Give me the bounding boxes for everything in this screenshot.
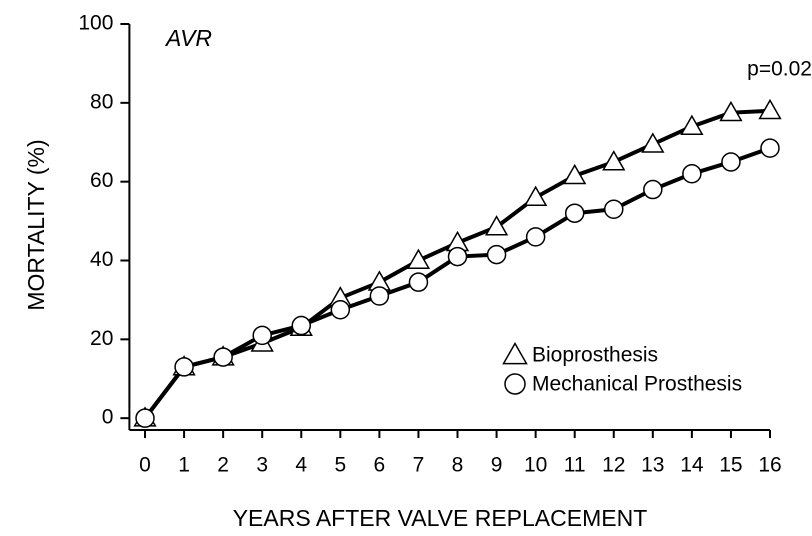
x-tick-label: 15 — [719, 454, 742, 477]
x-tick-label: 11 — [564, 454, 586, 477]
marker — [760, 138, 780, 158]
marker — [135, 408, 155, 428]
x-tick-label: 12 — [602, 454, 625, 477]
legend-label: Mechanical Prosthesis — [532, 373, 742, 396]
x-tick-label: 6 — [374, 454, 386, 477]
marker — [406, 248, 431, 270]
x-tick-label: 14 — [680, 454, 704, 477]
marker — [721, 152, 741, 172]
annotation: p=0.02 — [747, 58, 812, 81]
marker — [408, 272, 429, 292]
marker — [682, 164, 702, 184]
marker — [330, 300, 351, 320]
x-tick-label: 9 — [491, 454, 503, 477]
legend-label: Bioprosthesis — [532, 344, 658, 367]
annotation: AVR — [164, 25, 212, 51]
y-tick-label: 40 — [90, 248, 113, 271]
x-tick-label: 13 — [641, 454, 664, 477]
legend-marker — [504, 373, 526, 395]
marker — [719, 100, 743, 122]
marker — [680, 114, 704, 135]
marker — [604, 199, 624, 220]
marker — [523, 185, 548, 206]
x-tick-label: 7 — [413, 454, 425, 477]
marker — [758, 98, 782, 120]
x-axis-title: YEARS AFTER VALVE REPLACEMENT — [233, 505, 648, 531]
x-tick-label: 4 — [295, 454, 307, 477]
y-tick-label: 100 — [78, 12, 113, 35]
y-axis-title: MORTALITY (%) — [23, 139, 49, 310]
legend-marker — [502, 341, 528, 365]
marker — [213, 347, 233, 367]
marker — [447, 246, 468, 267]
marker — [486, 244, 507, 265]
marker — [641, 132, 665, 153]
y-tick-label: 80 — [90, 90, 113, 113]
marker — [252, 325, 272, 346]
marker — [563, 163, 587, 185]
x-tick-label: 2 — [217, 454, 229, 477]
marker — [174, 357, 194, 377]
y-tick-label: 0 — [102, 406, 114, 429]
marker — [369, 286, 390, 306]
marker — [643, 179, 663, 200]
marker — [602, 150, 626, 171]
y-tick-label: 60 — [90, 169, 113, 192]
marker — [291, 315, 312, 336]
x-tick-label: 5 — [334, 454, 346, 477]
marker — [525, 227, 546, 247]
x-tick-label: 16 — [758, 454, 781, 477]
marker — [564, 203, 585, 223]
x-tick-label: 0 — [139, 454, 151, 477]
x-tick-label: 1 — [178, 454, 190, 477]
x-tick-label: 10 — [524, 454, 547, 477]
x-tick-label: 3 — [256, 454, 268, 477]
marker — [484, 215, 509, 236]
y-tick-label: 20 — [90, 327, 113, 350]
x-tick-label: 8 — [452, 454, 464, 477]
